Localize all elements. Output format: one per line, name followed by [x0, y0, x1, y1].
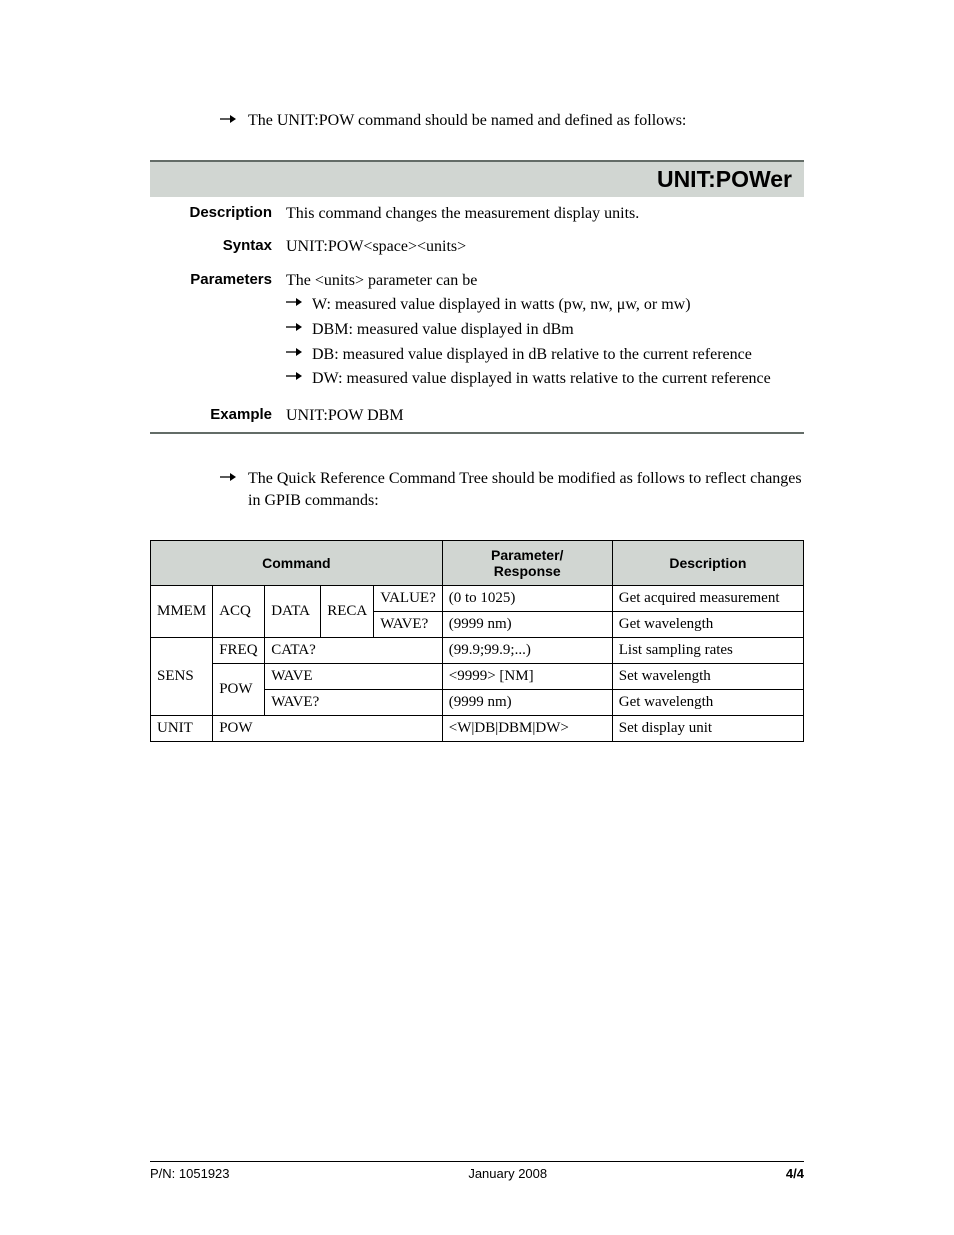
- arrow-icon: [286, 322, 302, 332]
- parameter-item-text: DBM: measured value displayed in dBm: [312, 319, 574, 341]
- syntax-label: Syntax: [150, 236, 286, 258]
- parameter-item: DBM: measured value displayed in dBm: [286, 319, 804, 341]
- cell: <9999> [NM]: [442, 663, 612, 689]
- example-text: UNIT:POW DBM: [286, 405, 804, 427]
- command-definition-block: UNIT:POWer Description This command chan…: [150, 160, 804, 435]
- cell: FREQ: [213, 637, 265, 663]
- description-row: Description This command changes the mea…: [150, 197, 804, 231]
- page-footer: P/N: 1051923 January 2008 4/4: [150, 1161, 804, 1181]
- footer-part-number: P/N: 1051923: [150, 1166, 230, 1181]
- parameter-item: DW: measured value displayed in watts re…: [286, 368, 804, 390]
- header-parameter: Parameter/ Response: [442, 540, 612, 585]
- parameters-row: Parameters The <units> parameter can be …: [150, 264, 804, 399]
- arrow-icon: [220, 114, 236, 124]
- syntax-text: UNIT:POW<space><units>: [286, 236, 804, 258]
- cell: (9999 nm): [442, 611, 612, 637]
- table-row: MMEM ACQ DATA RECA VALUE? (0 to 1025) Ge…: [151, 585, 804, 611]
- cell: <W|DB|DBM|DW>: [442, 715, 612, 741]
- cell: WAVE: [265, 663, 443, 689]
- parameters-intro: The <units> parameter can be: [286, 270, 804, 292]
- table-row: POW WAVE <9999> [NM] Set wavelength: [151, 663, 804, 689]
- description-text: This command changes the measurement dis…: [286, 203, 804, 225]
- footer-date: January 2008: [468, 1166, 547, 1181]
- arrow-icon: [286, 297, 302, 307]
- mid-bullet-row: The Quick Reference Command Tree should …: [220, 468, 804, 511]
- parameters-content: The <units> parameter can be W: measured…: [286, 270, 804, 393]
- header-command: Command: [151, 540, 443, 585]
- cell: VALUE?: [374, 585, 443, 611]
- intro-bullet-text: The UNIT:POW command should be named and…: [248, 110, 686, 132]
- table-row: UNIT POW <W|DB|DBM|DW> Set display unit: [151, 715, 804, 741]
- cell: DATA: [265, 585, 321, 637]
- cell: (99.9;99.9;...): [442, 637, 612, 663]
- cell: Get wavelength: [612, 611, 803, 637]
- cell: POW: [213, 663, 265, 715]
- cell: RECA: [321, 585, 374, 637]
- description-label: Description: [150, 203, 286, 225]
- parameter-item-text: DB: measured value displayed in dB relat…: [312, 344, 752, 366]
- cell: POW: [213, 715, 443, 741]
- example-row: Example UNIT:POW DBM: [150, 399, 804, 433]
- quick-reference-table: Command Parameter/ Response Description …: [150, 540, 804, 742]
- cell: WAVE?: [374, 611, 443, 637]
- cell: Get wavelength: [612, 689, 803, 715]
- parameter-item-text: W: measured value displayed in watts (pw…: [312, 294, 691, 316]
- cell: UNIT: [151, 715, 213, 741]
- cell: (0 to 1025): [442, 585, 612, 611]
- arrow-icon: [286, 347, 302, 357]
- mid-bullet-text: The Quick Reference Command Tree should …: [248, 468, 804, 511]
- cell: Get acquired measurement: [612, 585, 803, 611]
- cell: MMEM: [151, 585, 213, 637]
- cell: Set display unit: [612, 715, 803, 741]
- header-description: Description: [612, 540, 803, 585]
- syntax-row: Syntax UNIT:POW<space><units>: [150, 230, 804, 264]
- cell: SENS: [151, 637, 213, 715]
- cell: (9999 nm): [442, 689, 612, 715]
- intro-bullet-row: The UNIT:POW command should be named and…: [220, 110, 804, 132]
- parameter-item: DB: measured value displayed in dB relat…: [286, 344, 804, 366]
- arrow-icon: [286, 371, 302, 381]
- parameters-label: Parameters: [150, 270, 286, 393]
- table-row: SENS FREQ CATA? (99.9;99.9;...) List sam…: [151, 637, 804, 663]
- cell: List sampling rates: [612, 637, 803, 663]
- cell: CATA?: [265, 637, 443, 663]
- cell: WAVE?: [265, 689, 443, 715]
- arrow-icon: [220, 472, 236, 482]
- parameter-item: W: measured value displayed in watts (pw…: [286, 294, 804, 316]
- document-page: The UNIT:POW command should be named and…: [0, 0, 954, 1235]
- footer-page-number: 4/4: [786, 1166, 804, 1181]
- example-label: Example: [150, 405, 286, 427]
- cell: ACQ: [213, 585, 265, 637]
- parameter-item-text: DW: measured value displayed in watts re…: [312, 368, 771, 390]
- cell: Set wavelength: [612, 663, 803, 689]
- command-title: UNIT:POWer: [150, 162, 804, 197]
- table-header-row: Command Parameter/ Response Description: [151, 540, 804, 585]
